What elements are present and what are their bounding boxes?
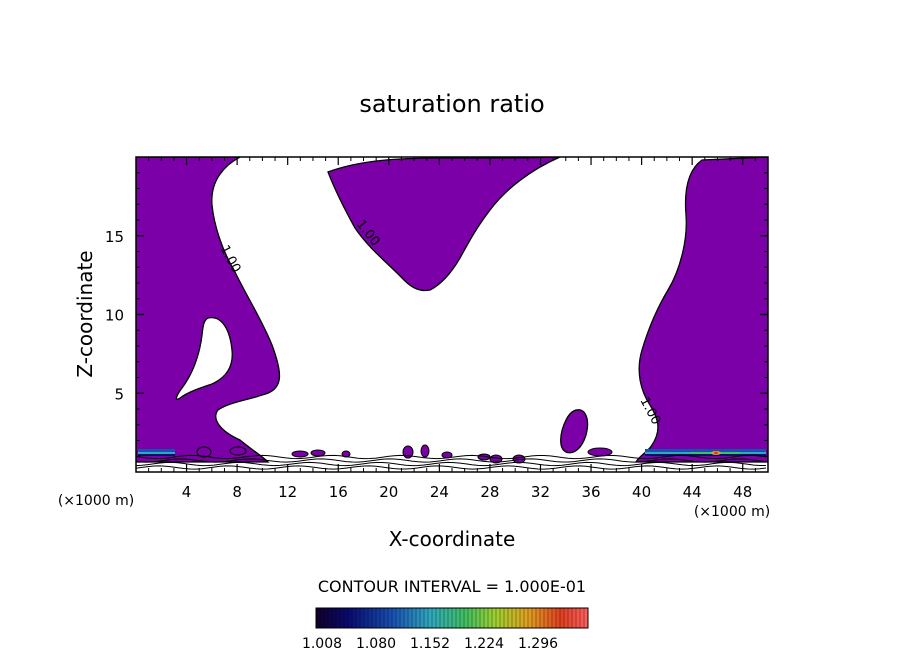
band-blue (138, 449, 175, 452)
surface-patch (196, 446, 212, 458)
x-tick-label: 4 (182, 483, 192, 501)
surface-contour-line (136, 461, 766, 467)
band-navy (138, 454, 175, 456)
surface-patch (587, 447, 613, 457)
surface-patch (291, 450, 309, 458)
contour-fill-regions (136, 157, 768, 464)
x-tick-label: 12 (278, 483, 297, 501)
x-tick-label: 24 (430, 483, 449, 501)
x-axis-label: X-coordinate (389, 527, 516, 551)
surface-patch (420, 444, 430, 458)
colorbar-tick-label: 1.080 (356, 636, 396, 652)
surface-contour-lines (136, 454, 767, 470)
x-tick-label: 48 (733, 483, 752, 501)
right-supersaturated-region (634, 157, 768, 463)
surface-contour-line (136, 454, 767, 460)
right-small-region (560, 409, 589, 454)
y-tick-label: 15 (105, 228, 124, 246)
x-ticks: 4 8 12 16 20 24 28 32 36 40 44 48 (148, 157, 756, 501)
x-tick-label: 40 (632, 483, 651, 501)
x-tick-label: 28 (480, 483, 499, 501)
y-axis-label: Z-coordinate (73, 250, 97, 377)
colorbar-tick-label: 1.008 (302, 636, 342, 652)
colorbar-tick-label: 1.152 (410, 636, 450, 652)
colorbar-tick-label: 1.224 (464, 636, 504, 652)
x-tick-label: 20 (379, 483, 398, 501)
x-tick-label: 36 (581, 483, 600, 501)
x-tick-label: 32 (531, 483, 550, 501)
colorbar-tick-label: 1.296 (518, 636, 558, 652)
colorbar-stripes (315, 608, 589, 628)
near-surface-patches (196, 444, 613, 464)
surface-contour-line (136, 458, 767, 463)
band-cyan (138, 452, 175, 454)
band-navy (645, 454, 766, 456)
colorbar-tick-labels: 1.008 1.080 1.152 1.224 1.296 (302, 636, 558, 652)
band-peak-core (714, 451, 718, 455)
center-supersaturated-region (327, 157, 561, 292)
band-blue (645, 449, 766, 452)
x-tick-label: 16 (329, 483, 348, 501)
surface-patch (310, 449, 326, 457)
low-level-colored-band (138, 449, 766, 456)
y-ticks: 5 10 15 (105, 172, 768, 457)
y-tick-label: 5 (114, 385, 124, 403)
x-unit-right: (×1000 m) (694, 504, 770, 520)
y-tick-label: 10 (105, 307, 124, 325)
surface-patch (229, 446, 247, 456)
surface-contour-line (136, 465, 767, 470)
chart-title: saturation ratio (359, 90, 544, 118)
x-tick-label: 44 (683, 483, 702, 501)
x-tick-label: 8 (232, 483, 242, 501)
contour-interval-text: CONTOUR INTERVAL = 1.000E-01 (318, 577, 586, 596)
x-unit-left: (×1000 m) (58, 493, 134, 509)
left-supersaturated-region (136, 157, 281, 463)
